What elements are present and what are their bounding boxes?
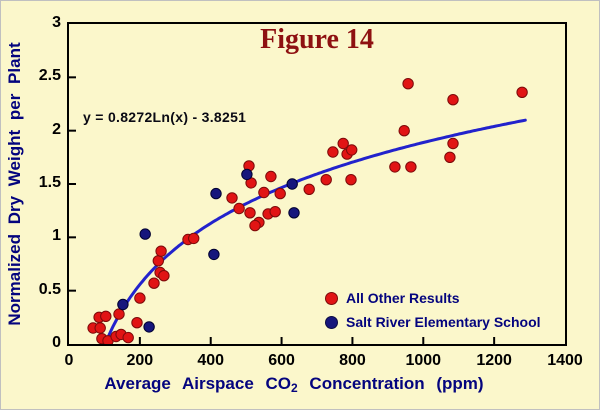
data-point-all-other-results	[405, 161, 417, 173]
y-tick-label: 0	[52, 334, 61, 351]
data-point-all-other-results	[226, 192, 238, 204]
data-point-all-other-results	[402, 78, 414, 90]
data-point-all-other-results	[320, 174, 332, 186]
x-tick-label: 600	[268, 352, 295, 369]
data-point-salt-river	[288, 207, 300, 219]
legend-item-all-other-results: All Other Results	[325, 290, 460, 306]
data-point-all-other-results	[398, 125, 410, 137]
y-tick-label: 1.5	[38, 174, 61, 191]
figure-title: Figure 14	[260, 24, 374, 55]
data-point-all-other-results	[516, 86, 528, 99]
data-point-all-other-results	[134, 292, 146, 304]
data-point-all-other-results	[122, 331, 134, 344]
y-tick-label: 1	[52, 227, 61, 245]
data-point-salt-river	[139, 228, 151, 240]
data-point-all-other-results	[148, 277, 160, 289]
data-point-all-other-results	[188, 232, 200, 245]
trend-line	[102, 118, 527, 344]
y-tick-label: 2	[52, 120, 61, 138]
x-tick-label: 200	[126, 352, 154, 369]
data-point-all-other-results	[444, 151, 456, 164]
legend-label-salt-river: Salt River Elementary School	[346, 314, 541, 330]
x-axis-title-text: Average Airspace CO	[104, 374, 292, 393]
data-point-all-other-results	[345, 174, 357, 186]
x-tick-label: 1400	[547, 352, 583, 369]
data-point-all-other-results	[389, 161, 401, 173]
data-point-all-other-results	[233, 202, 245, 215]
x-tick-label: 400	[197, 352, 225, 369]
data-point-all-other-results	[94, 322, 106, 334]
data-point-all-other-results	[327, 146, 339, 158]
legend-marker-all-other-results	[325, 291, 338, 305]
data-point-salt-river	[286, 178, 298, 190]
plot-area	[67, 22, 567, 346]
data-point-all-other-results	[131, 317, 143, 329]
data-point-all-other-results	[100, 310, 112, 322]
legend-item-salt-river: Salt River Elementary School	[325, 314, 541, 330]
data-point-salt-river	[143, 321, 155, 333]
x-tick-label: 800	[339, 352, 366, 369]
legend-marker-salt-river	[325, 315, 338, 329]
data-point-all-other-results	[269, 206, 281, 218]
data-point-all-other-results	[244, 207, 256, 219]
plot-svg	[69, 76, 528, 344]
x-axis-title: Average Airspace CO2 Concentration (ppm)	[44, 374, 544, 395]
x-tick-label: 0	[64, 352, 74, 369]
data-point-all-other-results	[113, 308, 125, 320]
data-point-all-other-results	[258, 186, 270, 199]
data-point-salt-river	[208, 248, 220, 261]
data-point-all-other-results	[447, 137, 459, 150]
y-tick-label: 3	[52, 14, 61, 31]
data-point-all-other-results	[158, 270, 170, 282]
data-point-all-other-results	[337, 137, 349, 150]
data-point-all-other-results	[152, 255, 165, 267]
data-point-all-other-results	[303, 183, 315, 196]
data-point-all-other-results	[265, 170, 277, 183]
y-tick-label: 0.5	[38, 280, 61, 298]
data-point-all-other-results	[346, 144, 358, 156]
legend-label-all-other-results: All Other Results	[346, 290, 460, 306]
x-tick-label: 1200	[476, 352, 512, 369]
data-point-all-other-results	[155, 245, 167, 257]
trendline-equation: y = 0.8272Ln(x) - 3.8251	[83, 109, 247, 125]
data-point-all-other-results	[249, 219, 261, 232]
data-point-salt-river	[210, 187, 222, 200]
data-point-all-other-results	[274, 187, 286, 200]
x-axis-title-subscript: 2	[291, 381, 298, 395]
data-point-salt-river	[117, 298, 129, 311]
x-tick-label: 1000	[405, 352, 442, 369]
data-point-all-other-results	[447, 94, 459, 106]
data-point-salt-river	[241, 168, 253, 181]
y-tick-label: 2.5	[38, 67, 61, 85]
x-axis-title-units: Concentration (ppm)	[297, 374, 484, 393]
